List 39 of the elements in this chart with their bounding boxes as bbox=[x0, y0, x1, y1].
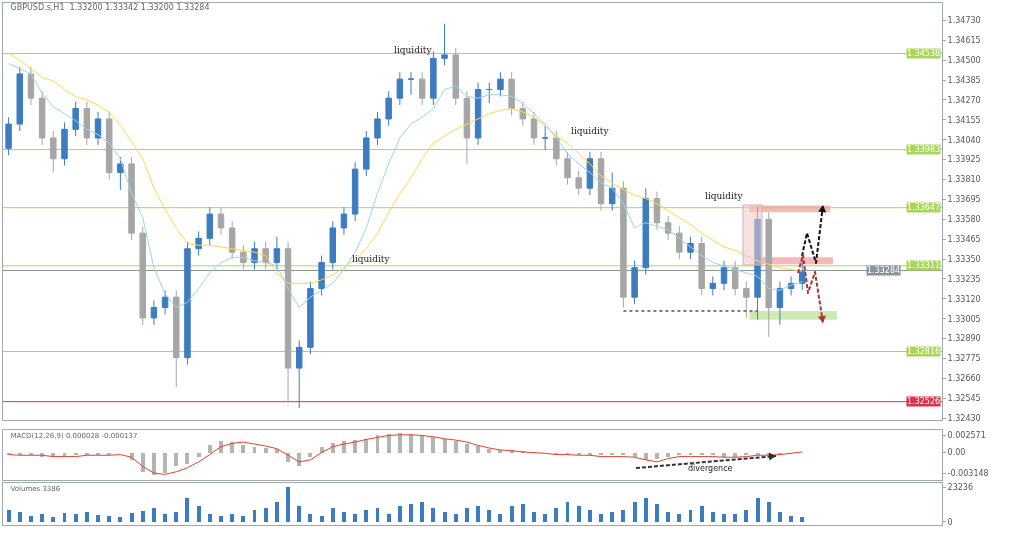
annotation: divergence bbox=[688, 464, 733, 473]
ref-line-label: 1.33983 bbox=[907, 145, 941, 154]
y-tick-label: 1.33350 bbox=[947, 254, 981, 264]
y-tick-label: 1.33925 bbox=[947, 155, 981, 165]
chart-title: GBPUSD.s,H1 1.33200 1.33342 1.33200 1.33284 bbox=[10, 2, 210, 12]
ref-line-label: 1.32816 bbox=[907, 347, 941, 356]
y-tick-label: 1.33465 bbox=[947, 234, 981, 244]
annotation: liquidity bbox=[352, 254, 391, 264]
y-tick-label: 1.34270 bbox=[947, 95, 981, 105]
y-tick-label: 1.32775 bbox=[947, 354, 981, 364]
annotation: liquidity bbox=[394, 45, 433, 55]
y-tick-label: 1.33580 bbox=[947, 215, 981, 225]
y-tick-label: 0 bbox=[947, 517, 953, 527]
annotation: liquidity bbox=[705, 191, 744, 201]
y-tick-label: 0.00 bbox=[947, 448, 966, 458]
y-tick-label: 1.33005 bbox=[947, 314, 981, 324]
ref-line-label: 1.34538 bbox=[907, 49, 941, 58]
y-tick-label: 23236 bbox=[947, 482, 974, 492]
y-tick-label: 1.33810 bbox=[947, 175, 981, 185]
y-tick-label: 0.002571 bbox=[947, 431, 986, 441]
y-tick-label: 1.34500 bbox=[947, 55, 981, 65]
y-tick-label: 1.33120 bbox=[947, 294, 981, 304]
ref-line-label: 1.32526 bbox=[907, 397, 941, 406]
y-tick-label: 1.32890 bbox=[947, 334, 981, 344]
y-tick-label: 1.34155 bbox=[947, 115, 981, 125]
ref-line-label: 1.33647 bbox=[907, 203, 941, 212]
y-tick-label: 1.33695 bbox=[947, 195, 981, 205]
y-tick-label: 1.32660 bbox=[947, 374, 981, 384]
y-tick-label: 1.34385 bbox=[947, 75, 981, 85]
ref-line-label: 1.33311 bbox=[907, 261, 941, 270]
y-tick-label: 1.34730 bbox=[947, 16, 981, 26]
ref-line-label: 1.33284 bbox=[867, 266, 901, 275]
annotation: liquidity bbox=[571, 126, 610, 136]
y-tick-label: -0.003148 bbox=[947, 469, 989, 479]
y-tick-label: 1.34615 bbox=[947, 36, 981, 45]
y-tick-label: 1.34040 bbox=[947, 135, 981, 145]
y-tick-label: 1.32430 bbox=[947, 414, 981, 424]
y-tick-label: 1.32545 bbox=[947, 394, 981, 404]
y-tick-label: 1.33235 bbox=[947, 274, 981, 284]
